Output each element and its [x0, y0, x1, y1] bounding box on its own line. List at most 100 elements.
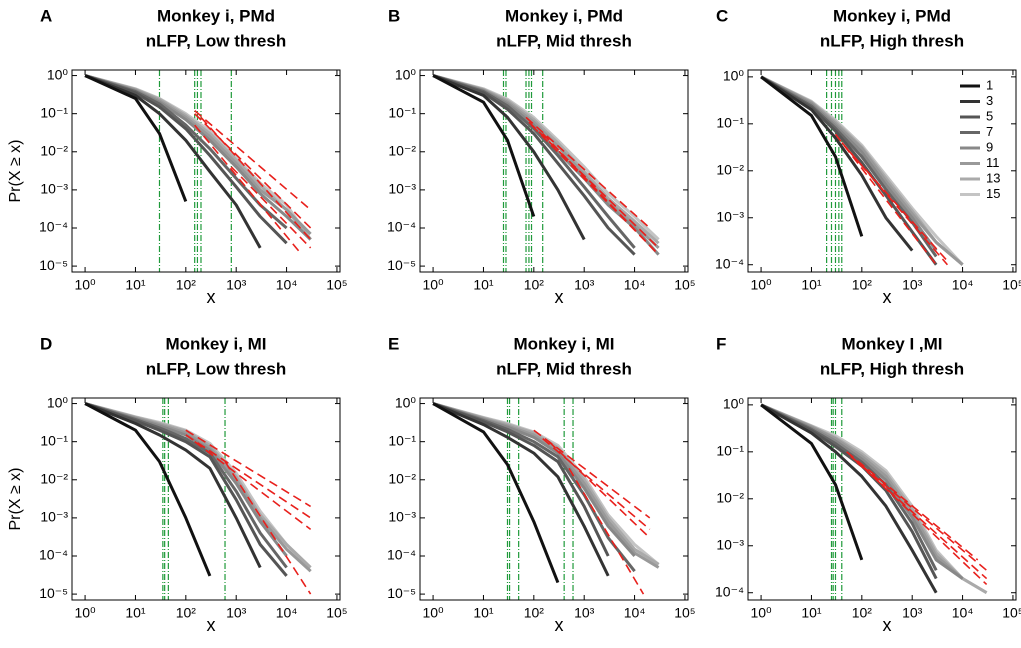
plot-frame [419, 397, 689, 601]
ccdf-line [84, 402, 288, 557]
x-tick-label: 10² [852, 605, 873, 621]
x-tick-label: 10³ [574, 277, 595, 293]
ccdf-line [432, 402, 610, 557]
x-tick-label: 10³ [226, 277, 247, 293]
ccdf-line [432, 74, 660, 249]
y-tick-label: 10⁻³ [388, 509, 416, 525]
x-tick-label: 10⁴ [952, 277, 974, 293]
ccdf-line [760, 75, 864, 237]
ccdf-line [84, 402, 288, 569]
y-tick-label: 10⁻² [388, 470, 416, 486]
ccdf-line [84, 402, 288, 577]
chart-title: Monkey I ,MI [841, 334, 942, 353]
x-axis-label: x [555, 615, 564, 635]
x-axis-label: x [207, 615, 216, 635]
panel-label: B [388, 6, 400, 25]
y-tick-label: 10⁻⁴ [715, 583, 744, 599]
y-tick-label: 10⁰ [723, 396, 745, 412]
x-tick-label: 10² [176, 605, 197, 621]
ccdf-line [760, 75, 938, 266]
x-tick-label: 10¹ [125, 605, 146, 621]
plot-area [432, 70, 660, 272]
y-tick-label: 10⁻¹ [388, 432, 416, 448]
x-tick-label: 10¹ [801, 605, 822, 621]
ccdf-line [760, 403, 988, 594]
plot-area [432, 398, 660, 600]
chart-title: Monkey i, PMd [505, 6, 623, 25]
chart-subtitle: nLFP, Mid thresh [496, 31, 632, 50]
plot-frame [71, 397, 341, 601]
fit-line [846, 451, 979, 561]
ccdf-line [84, 402, 262, 569]
panel-label: F [716, 334, 726, 353]
legend-label: 13 [986, 170, 1000, 185]
chart-title: Monkey i, MI [165, 334, 266, 353]
chart-title: Monkey i, MI [513, 334, 614, 353]
legend-label: 9 [986, 139, 993, 154]
x-tick-label: 10⁴ [276, 605, 298, 621]
y-tick-label: 10⁻² [716, 161, 744, 177]
ccdf-line [84, 74, 288, 230]
panel: F Monkey I ,MI nLFP, High thresh x 10⁰ 10¹ 10²… [715, 334, 1021, 634]
y-tick-label: 10⁻¹ [40, 104, 68, 120]
ccdf-line [432, 402, 560, 584]
y-tick-label: 10⁻⁵ [387, 257, 416, 273]
plot-frame [71, 69, 341, 273]
ccdf-line [432, 74, 536, 217]
x-tick-label: 10⁰ [74, 277, 96, 293]
fit-line [194, 441, 312, 530]
ccdf-line [84, 74, 262, 249]
y-axis-label: Pr(X ≥ x) [7, 140, 24, 203]
panel-label: E [388, 334, 399, 353]
y-tick-label: 10⁻⁴ [715, 255, 744, 271]
legend-label: 11 [986, 155, 1000, 170]
ccdf-line [432, 74, 636, 256]
x-tick-label: 10³ [902, 605, 923, 621]
x-tick-label: 10¹ [125, 277, 146, 293]
x-axis-label: x [555, 287, 564, 307]
legend-label: 7 [986, 124, 993, 139]
x-tick-label: 10² [852, 277, 873, 293]
x-tick-label: 10⁵ [326, 277, 347, 293]
panel-label: C [716, 6, 728, 25]
ccdf-line [432, 402, 610, 577]
chart-subtitle: nLFP, Mid thresh [496, 359, 632, 378]
fit-line [846, 147, 949, 262]
x-tick-label: 10¹ [473, 605, 494, 621]
y-tick-label: 10⁻³ [388, 181, 416, 197]
fit-line [230, 166, 312, 249]
plot-frame [747, 69, 1017, 273]
x-tick-label: 10⁰ [422, 605, 444, 621]
y-tick-label: 10⁻⁵ [39, 585, 68, 601]
ccdf-line [432, 74, 660, 256]
ccdf-line [760, 403, 864, 561]
x-tick-label: 10⁴ [624, 277, 646, 293]
x-tick-label: 10⁵ [1002, 277, 1021, 293]
x-tick-label: 10² [524, 277, 545, 293]
x-tick-label: 10⁰ [750, 605, 772, 621]
panel-label: A [40, 6, 52, 25]
y-tick-label: 10⁰ [723, 68, 745, 84]
y-tick-label: 10⁻¹ [716, 115, 744, 131]
panel-label: D [40, 334, 52, 353]
plot-frame [419, 69, 689, 273]
x-tick-label: 10² [176, 277, 197, 293]
legend-label: 5 [986, 108, 993, 123]
x-tick-label: 10³ [902, 277, 923, 293]
y-tick-label: 10⁻¹ [40, 432, 68, 448]
chart-title: Monkey i, PMd [833, 6, 951, 25]
x-axis-label: x [883, 615, 892, 635]
chart-subtitle: nLFP, Low thresh [146, 31, 286, 50]
chart-subtitle: nLFP, High thresh [820, 359, 964, 378]
ccdf-line [760, 403, 938, 580]
fit-line [224, 461, 312, 595]
x-axis-label: x [883, 287, 892, 307]
legend-label: 1 [986, 77, 993, 92]
y-tick-label: 10⁻² [40, 470, 68, 486]
chart-subtitle: nLFP, High thresh [820, 31, 964, 50]
y-tick-label: 10⁻² [716, 489, 744, 505]
x-tick-label: 10³ [574, 605, 595, 621]
y-tick-label: 10⁻³ [716, 208, 744, 224]
ccdf-line [760, 75, 964, 266]
y-tick-label: 10⁻² [40, 142, 68, 158]
